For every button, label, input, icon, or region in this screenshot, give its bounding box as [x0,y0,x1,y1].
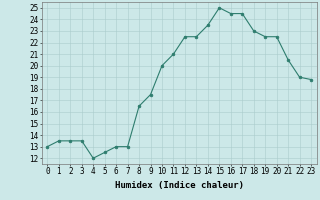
X-axis label: Humidex (Indice chaleur): Humidex (Indice chaleur) [115,181,244,190]
